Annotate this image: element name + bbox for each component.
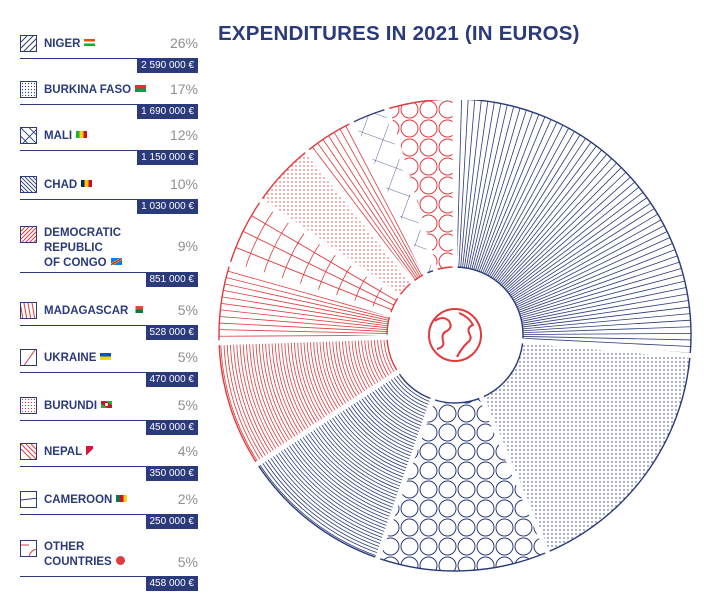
legend-percent: 5% [178,554,198,570]
burundi-flag-icon [101,401,112,408]
legend-entry-mali: MALI 12% 1 150 000 € [20,127,200,169]
legend-amount: 1 150 000 € [137,150,198,165]
legend-label: REPUBLIC [44,241,122,256]
legend-label: BURUNDI [44,400,97,412]
swatch-diagonal-lines-red-icon [20,443,37,460]
legend-entry-cameroon: CAMEROON 2% 250 000 € [20,491,200,533]
legend-percent: 26% [170,35,198,51]
world-icon [116,556,125,565]
legend-percent: 10% [170,176,198,192]
legend-entry-niger: NIGER 26% 2 590 000 € [20,35,200,77]
legend: NIGER 26% 2 590 000 € BURKINA FASO 17% 1… [0,0,210,612]
swatch-circles-red-icon [20,540,37,557]
swatch-diagonal-lines-icon [20,35,37,52]
legend-percent: 17% [170,81,198,97]
legend-label: NIGER [44,38,80,50]
legend-label: CAMEROON [44,494,112,506]
swatch-vertical-lines-icon [20,302,37,319]
legend-amount: 350 000 € [146,466,199,481]
legend-amount: 851 000 € [146,272,199,287]
legend-percent: 12% [170,127,198,143]
donut-hole [388,268,522,402]
chart-title: EXPENDITURES IN 2021 (IN EUROS) [218,22,580,46]
swatch-dots-red-icon [20,397,37,414]
burkina-faso-flag-icon [135,85,146,92]
legend-amount: 1 030 000 € [137,199,198,214]
legend-entry-burkina-faso: BURKINA FASO 17% 1 690 000 € [20,81,200,123]
legend-amount: 458 000 € [146,576,199,591]
legend-percent: 5% [178,349,198,365]
slice-madagascar [219,264,390,343]
legend-entry-other-countries: OTHER COUNTRIES 5% 458 000 € [20,538,200,590]
nepal-flag-icon [86,446,93,455]
legend-percent: 2% [178,491,198,507]
legend-percent: 5% [178,397,198,413]
legend-entry-chad: CHAD 10% 1 030 000 € [20,176,200,218]
swatch-diagonal-lines-red-icon [20,226,37,243]
legend-label: OTHER [44,540,125,555]
legend-amount: 470 000 € [146,372,199,387]
swatch-single-diagonal-icon [20,349,37,366]
legend-label: DEMOCRATIC [44,226,122,241]
legend-entry-nepal: NEPAL 4% 350 000 € [20,443,200,485]
legend-amount: 1 690 000 € [137,104,198,119]
legend-amount: 450 000 € [146,420,199,435]
niger-flag-icon [84,39,95,46]
legend-label: OF CONGO [44,257,107,269]
chad-flag-icon [81,180,92,187]
legend-label: COUNTRIES [44,556,112,568]
legend-label: MADAGASCAR [44,305,128,317]
legend-amount: 2 590 000 € [137,58,198,73]
legend-percent: 9% [178,238,198,254]
legend-percent: 4% [178,443,198,459]
legend-entry-burundi: BURUNDI 5% 450 000 € [20,397,200,439]
legend-entry-ukraine: UKRAINE 5% 470 000 € [20,349,200,391]
legend-label: BURKINA FASO [44,84,131,96]
legend-entry-dr-congo: DEMOCRATIC REPUBLIC OF CONGO 9% 851 000 … [20,224,200,288]
ukraine-flag-icon [100,353,111,360]
legend-amount: 528 000 € [146,325,199,340]
madagascar-flag-icon [132,306,143,313]
legend-percent: 5% [178,302,198,318]
cameroon-flag-icon [116,495,127,502]
swatch-single-horizontal-icon [20,491,37,508]
donut-chart [210,100,700,600]
dr-congo-flag-icon [111,258,122,265]
legend-label: UKRAINE [44,352,96,364]
legend-label: NEPAL [44,446,82,458]
mali-flag-icon [76,131,87,138]
swatch-diagonal-lines-icon [20,176,37,193]
slice-gap [217,337,389,343]
swatch-circles-icon [20,127,37,144]
legend-label: MALI [44,130,72,142]
legend-label: CHAD [44,179,77,191]
legend-entry-madagascar: MADAGASCAR 5% 528 000 € [20,302,200,344]
legend-amount: 250 000 € [146,514,199,529]
swatch-dots-icon [20,81,37,98]
